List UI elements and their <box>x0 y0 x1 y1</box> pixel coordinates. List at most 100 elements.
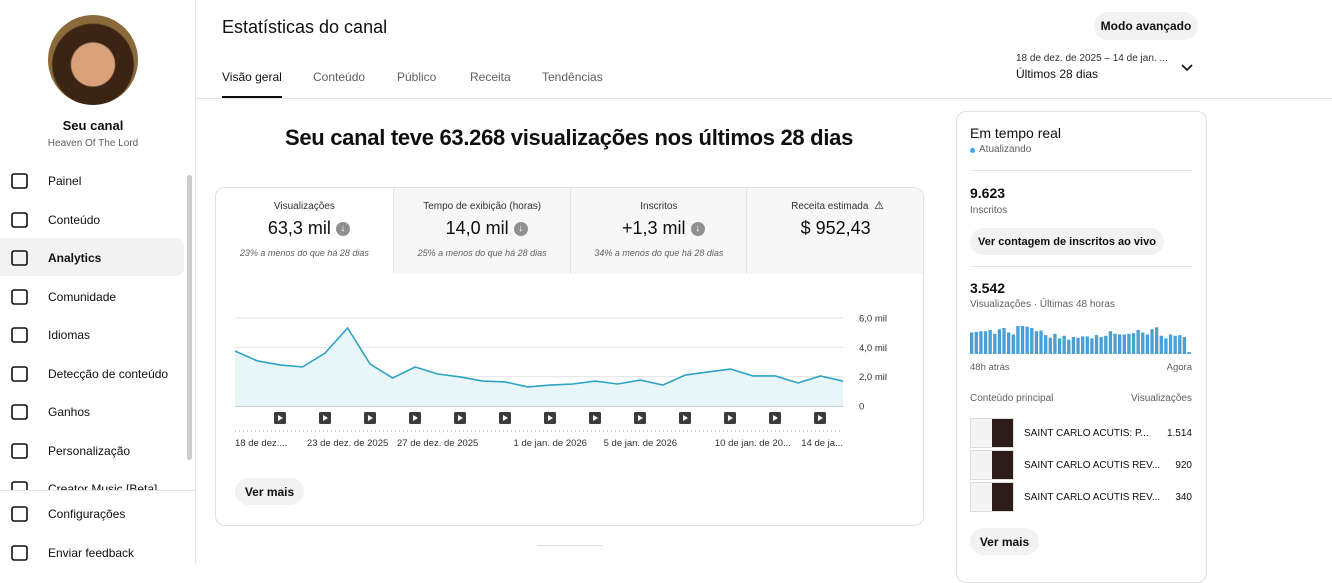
down-arrow: ↓ <box>690 222 705 236</box>
nav-icon <box>11 288 28 305</box>
headline: Seu canal teve 63.268 visualizações nos … <box>284 125 853 150</box>
divider <box>970 170 1192 171</box>
video-title[interactable]: SAINT CARLO ACUTIS REV... <box>1024 460 1161 471</box>
nav-item[interactable]: Personalização <box>48 443 131 458</box>
warning-icon: ⚠ <box>874 200 884 212</box>
metric-tab[interactable]: Inscritos +1,3 mil ↓ 34% a menos do que há … <box>569 188 748 274</box>
metric-value: +1,3 mil <box>622 218 686 238</box>
icon-shape <box>11 506 28 522</box>
metric-label: Receita estimada <box>791 201 869 212</box>
metric-label: Visualizações <box>273 201 335 212</box>
status-dot <box>970 148 975 153</box>
advanced-button[interactable]: Modo avançado <box>1094 12 1198 40</box>
icon-shape <box>11 250 28 266</box>
tab[interactable]: Público <box>397 70 437 84</box>
divider <box>0 490 195 491</box>
nav-icon <box>11 545 28 561</box>
video-views: 340 <box>1175 492 1192 503</box>
icon-shape <box>11 545 28 561</box>
nav-selected <box>0 238 184 276</box>
live-count-button[interactable]: Ver contagem de inscritos ao vivo <box>970 228 1164 255</box>
views-label: Visualizações · Últimas 48 horas <box>970 299 1115 310</box>
nav-icon <box>11 506 28 522</box>
nav-item[interactable]: Idiomas <box>48 328 91 342</box>
metric-note: 23% a menos do que há 28 dias <box>239 248 369 258</box>
realtime-title: Em tempo real <box>970 125 1062 141</box>
scroll-indicator <box>537 545 602 546</box>
down-arrow: ↓ <box>335 222 350 236</box>
date-range: 18 de dez. de 2025 – 14 de jan. ... <box>1016 53 1168 64</box>
metric-label: Tempo de exibição (horas) <box>423 201 542 212</box>
views: 3.542 <box>970 280 1006 296</box>
nav-icon <box>11 481 28 490</box>
see-more-button[interactable]: Ver mais <box>235 478 304 505</box>
thumbnail[interactable] <box>970 450 1014 480</box>
top-content-label: Conteúdo principal <box>970 393 1054 404</box>
nav-icon <box>11 365 28 382</box>
metric-tab[interactable]: Receita estimada $ 952,43 ⚠ <box>746 188 923 274</box>
icon-shape <box>11 288 28 305</box>
metric-tabs: Visualizações 63,3 mil ↓ 23% a menos do que… <box>216 188 923 274</box>
metric-label: Inscritos <box>640 201 678 212</box>
metric-value: 63,3 mil <box>267 218 331 238</box>
realtime-see-more-button[interactable]: Ver mais <box>970 528 1039 555</box>
realtime-card <box>956 111 1207 583</box>
nav-icon <box>11 442 28 459</box>
metric-tab[interactable]: Tempo de exibição (horas) 14,0 mil ↓ 25% a … <box>392 188 571 274</box>
icon-shape <box>11 211 28 228</box>
nav-icon <box>11 173 28 189</box>
nav-item[interactable]: Painel <box>48 174 82 188</box>
channel-name: Heaven Of The Lord <box>47 138 139 149</box>
down-arrow: ↓ <box>513 222 528 236</box>
video-title[interactable]: SAINT CARLO ACUTIS: P... <box>1024 428 1149 439</box>
nav-item[interactable]: Creator Music [Beta] <box>48 482 158 490</box>
icon-shape <box>11 442 28 459</box>
nav-icon <box>11 211 28 228</box>
tab[interactable]: Tendências <box>542 70 603 84</box>
footer-item[interactable]: Enviar feedback <box>48 546 135 560</box>
subscribers-label: Inscritos <box>970 205 1008 216</box>
tab-underline <box>222 96 282 98</box>
nav-icon <box>11 404 28 420</box>
nav-icon <box>11 250 28 266</box>
chevron[interactable] <box>1180 63 1194 73</box>
thumbnail[interactable] <box>970 482 1014 512</box>
metric-value: $ 952,43 <box>800 218 871 238</box>
period[interactable]: Últimos 28 dias <box>1016 67 1099 81</box>
header-divider <box>196 98 1332 99</box>
icon-shape <box>11 404 28 420</box>
metric-tab[interactable]: Visualizações 63,3 mil ↓ 23% a menos do que… <box>216 188 393 274</box>
nav-icon <box>11 327 28 343</box>
nav-item[interactable]: Detecção de conteúdo <box>48 366 169 381</box>
status: Atualizando <box>979 144 1032 155</box>
video-views: 1.514 <box>1166 428 1192 439</box>
thumbnail[interactable] <box>970 418 1014 448</box>
tab[interactable]: Visão geral <box>222 70 282 84</box>
nav-item[interactable]: Conteúdo <box>48 212 101 227</box>
metric-note: 34% a menos do que há 28 dias <box>594 248 724 258</box>
footer-item[interactable]: Configurações <box>48 507 126 521</box>
divider <box>970 266 1192 267</box>
nav-list: Painel Conteúdo Analytics Comunidade Idiomas… <box>0 160 186 490</box>
tab[interactable]: Receita <box>470 70 511 84</box>
sidebar: Seu canal Heaven Of The Lord Painel Conte… <box>0 0 196 563</box>
nav-item[interactable]: Analytics <box>48 251 102 265</box>
subscribers: 9.623 <box>970 185 1006 201</box>
icon-shape <box>11 327 28 343</box>
metric-value: 14,0 mil <box>445 218 509 238</box>
footer-list: Configurações Enviar feedback <box>0 495 186 563</box>
video-title[interactable]: SAINT CARLO ACUTIS REV... <box>1024 492 1161 503</box>
icon-shape <box>11 173 28 189</box>
video-views: 920 <box>1175 460 1192 471</box>
metric-note: 25% a menos do que há 28 dias <box>417 248 547 258</box>
nav-item[interactable]: Ganhos <box>48 405 91 419</box>
page-title: Estatísticas do canal <box>222 17 388 37</box>
overview-card: Visualizações 63,3 mil ↓ 23% a menos do que… <box>215 187 924 526</box>
avatar[interactable] <box>48 15 138 105</box>
icon-shape <box>11 481 28 490</box>
nav-item[interactable]: Comunidade <box>48 289 117 304</box>
scrollbar <box>187 175 192 460</box>
icon-shape <box>11 365 28 382</box>
tab[interactable]: Conteúdo <box>313 70 366 84</box>
